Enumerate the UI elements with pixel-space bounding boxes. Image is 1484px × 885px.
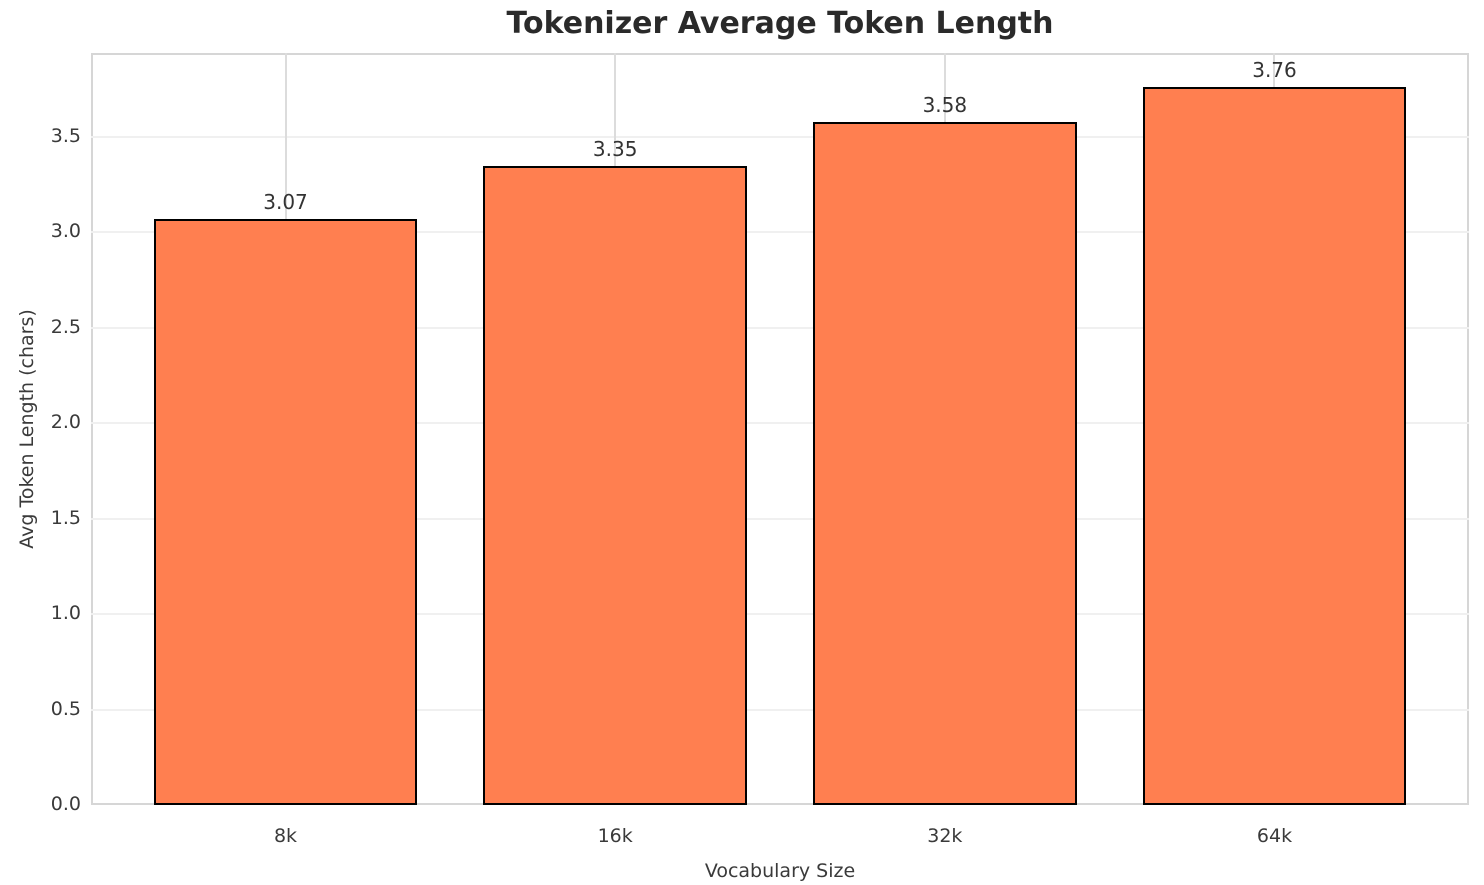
x-tick-label: 32k	[927, 825, 963, 847]
h-gridline	[91, 326, 1469, 329]
bar-value-label: 3.76	[1252, 58, 1297, 83]
chart-title: Tokenizer Average Token Length	[506, 6, 1054, 41]
x-tick-label: 64k	[1256, 825, 1293, 847]
h-gridline	[91, 517, 1469, 520]
h-gridline	[91, 613, 1469, 616]
bar-value-label: 3.07	[263, 190, 308, 215]
h-gridline	[91, 708, 1469, 711]
bar	[1142, 87, 1407, 805]
y-tick-label: 1.0	[50, 602, 81, 625]
h-gridline	[91, 135, 1469, 138]
bar	[812, 121, 1077, 805]
bar-value-label: 3.58	[922, 92, 968, 117]
y-tick-label: 3.0	[50, 220, 81, 243]
x-axis-label: Vocabulary Size	[704, 860, 856, 882]
bar-value-label: 3.35	[592, 136, 638, 161]
h-gridline	[91, 231, 1469, 234]
bar	[153, 219, 418, 805]
y-tick-label: 2.0	[50, 411, 81, 434]
x-tick-label: 8k	[273, 825, 298, 847]
y-tick-label: 2.5	[50, 315, 81, 338]
y-tick-label: 1.5	[50, 506, 81, 529]
bar	[483, 165, 748, 805]
y-tick-label: 0.0	[50, 793, 81, 815]
y-tick-label: 3.5	[50, 124, 81, 147]
x-tick-label: 16k	[597, 825, 633, 847]
h-gridline	[91, 422, 1469, 425]
y-tick-label: 0.5	[50, 697, 81, 720]
